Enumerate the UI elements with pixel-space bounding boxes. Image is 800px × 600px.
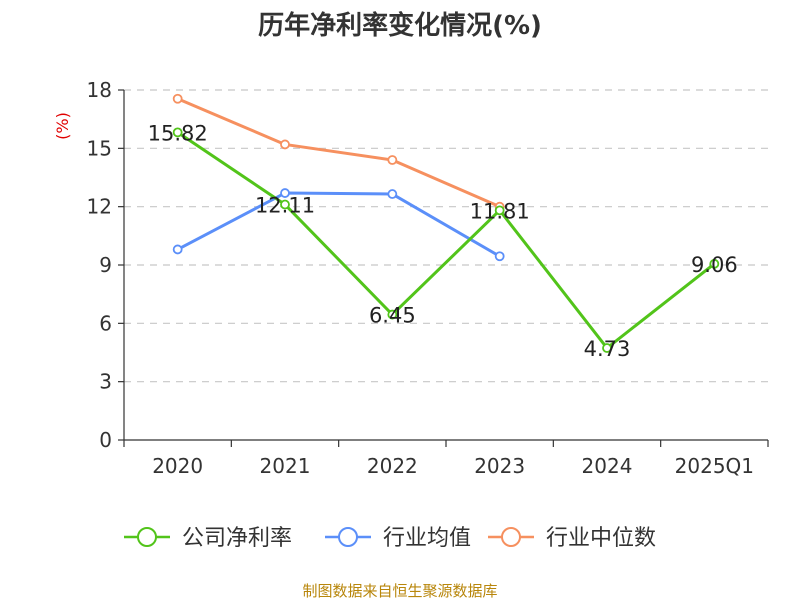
y-tick-label: 0 xyxy=(99,428,112,452)
data-label: 12.11 xyxy=(255,194,315,218)
legend-marker xyxy=(501,527,521,547)
data-label: 4.73 xyxy=(584,337,631,361)
chart-title: 历年净利率变化情况(%) xyxy=(258,10,542,41)
data-label: 9.06 xyxy=(691,253,738,277)
legend[interactable]: 公司净利率 行业均值 行业中位数 xyxy=(124,526,656,551)
y-tick-label: 3 xyxy=(99,370,112,394)
data-point[interactable] xyxy=(387,309,398,320)
grid xyxy=(124,89,768,383)
data-point[interactable] xyxy=(709,258,720,269)
data-point[interactable] xyxy=(280,188,290,198)
data-labels: 15.82 12.11 6.45 11.81 4.73 9.06 xyxy=(148,121,738,361)
data-point[interactable] xyxy=(280,199,290,210)
y-tick-label: 12 xyxy=(87,195,112,219)
data-point[interactable] xyxy=(387,189,398,199)
y-tick-label: 18 xyxy=(87,78,112,102)
series-0 xyxy=(172,127,720,353)
x-tick-label: 2025Q1 xyxy=(675,454,754,478)
x-tick-label: 2021 xyxy=(260,454,311,478)
series-layer xyxy=(172,93,720,353)
x-tick-label: 2023 xyxy=(474,454,525,478)
data-point[interactable] xyxy=(494,205,505,216)
series-line xyxy=(176,131,716,350)
legend-label: 行业中位数 xyxy=(546,526,656,551)
data-point[interactable] xyxy=(602,343,612,353)
series-1 xyxy=(172,188,505,262)
x-tick-label: 2024 xyxy=(582,454,633,478)
legend-label: 公司净利率 xyxy=(182,526,292,551)
legend-marker xyxy=(338,527,358,547)
data-label: 15.82 xyxy=(148,121,208,145)
legend-marker xyxy=(137,527,157,547)
series-line xyxy=(176,191,501,258)
data-point[interactable] xyxy=(494,251,505,262)
data-point[interactable] xyxy=(172,244,183,255)
y-tick-label: 6 xyxy=(99,311,112,335)
legend-item-0[interactable]: 公司净利率 xyxy=(124,526,292,551)
data-point[interactable] xyxy=(387,155,398,165)
legend-item-1[interactable]: 行业均值 xyxy=(325,526,471,551)
x-tick-label: 2020 xyxy=(152,454,203,478)
data-point[interactable] xyxy=(280,139,290,150)
y-tick-label: 15 xyxy=(87,136,112,160)
source-note: 制图数据来自恒生聚源数据库 xyxy=(302,582,497,600)
data-point[interactable] xyxy=(172,93,183,104)
series-line xyxy=(177,97,501,209)
data-label: 6.45 xyxy=(369,304,416,328)
legend-label: 行业均值 xyxy=(383,526,471,551)
x-tick-label: 2022 xyxy=(367,454,418,478)
y-axis-unit: (%) xyxy=(53,112,72,140)
axes: 0 3 6 9 12 15 18 2020 2021 2022 2023 2024 2025Q1 xyxy=(87,78,769,478)
legend-item-2[interactable]: 行业中位数 xyxy=(488,526,656,551)
data-label: 11.81 xyxy=(470,199,530,223)
data-point[interactable] xyxy=(172,127,183,138)
y-tick-label: 9 xyxy=(99,253,112,277)
